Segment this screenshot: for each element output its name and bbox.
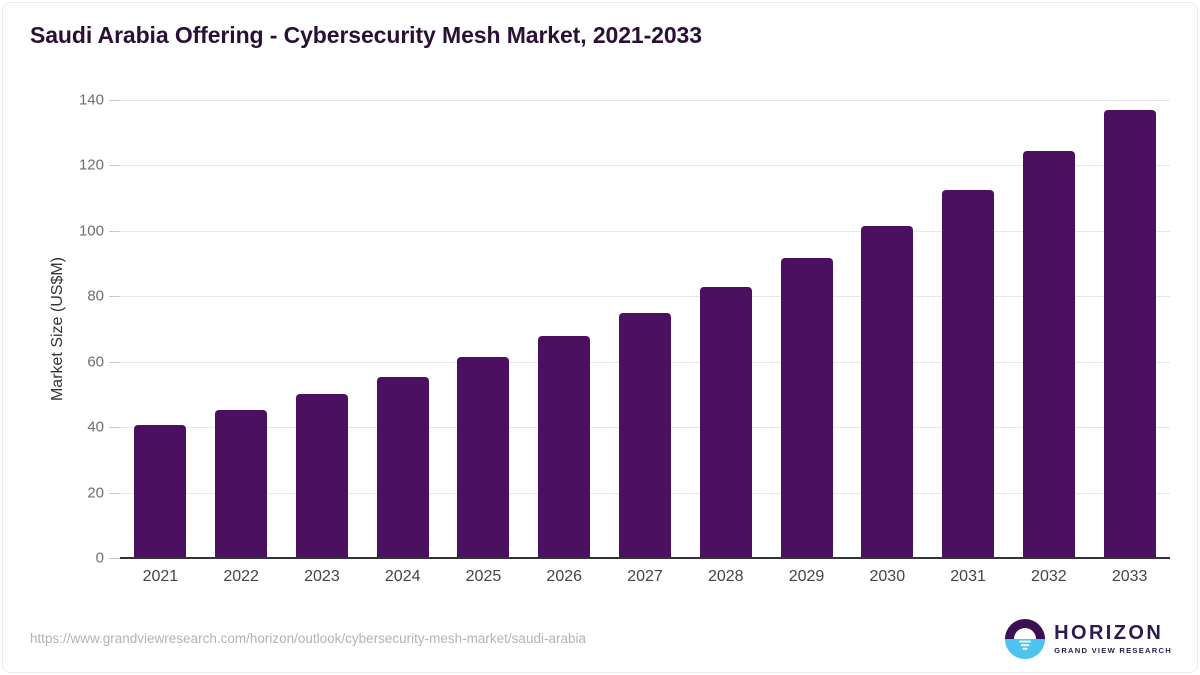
y-axis-tick-label: 80 [87,287,104,305]
bar-slot [847,100,928,558]
y-axis-tick-mark [109,427,120,429]
bar-slot [120,100,201,558]
bar-2023[interactable] [295,394,348,558]
y-axis-tick-mark [109,558,120,559]
gridline [120,165,1170,167]
y-axis-title-label: Market Size (US$M) [49,256,66,402]
x-axis-tick-label: 2021 [142,568,179,585]
bar-2028[interactable] [699,286,752,558]
x-axis-tick-label: 2027 [627,568,663,585]
horizon-logo-icon [1005,619,1046,659]
bar-slot [201,100,282,558]
y-axis-tick-mark [109,492,120,494]
x-axis-tick-label: 2029 [788,568,825,585]
y-axis-tick-label: 140 [78,91,104,109]
x-axis-tick-label: 2031 [950,568,986,585]
bar-2032[interactable] [1022,151,1075,558]
bar-2030[interactable] [861,225,914,558]
y-axis-tick-label: 20 [87,484,104,502]
bar-2024[interactable] [376,377,429,558]
x-axis-tick-label: 2025 [465,568,502,585]
logo-text: HORIZON GRAND VIEW RESEARCH [1054,623,1172,655]
page-title: Saudi Arabia Offering - Cybersecurity Me… [30,22,702,48]
y-axis-tick-mark [109,296,120,298]
y-axis-tick-label: 0 [95,549,104,567]
bar-slot [605,100,686,558]
gridline [120,230,1170,232]
x-axis-tick-label: 2028 [707,568,744,585]
x-axis-tick-label: 2022 [223,568,259,585]
y-axis-tick-label: 100 [78,222,104,240]
bar-slot [1089,100,1170,558]
y-axis-tick-label: 60 [87,353,104,371]
x-axis-line [120,557,1170,559]
y-axis-tick-label: 40 [87,418,104,436]
source-url[interactable]: https://www.grandviewresearch.com/horizo… [30,631,586,646]
x-axis-tick-label: 2026 [546,568,583,585]
x-axis-tick-label: 2023 [304,568,340,585]
bar-2033[interactable] [1103,109,1156,558]
bar-slot [524,100,605,558]
y-axis-tick-mark [109,230,120,232]
bar-2029[interactable] [780,258,833,558]
gridline [120,296,1170,298]
y-axis-tick-mark [109,100,120,101]
horizon-logo: HORIZON GRAND VIEW RESEARCH [1005,618,1172,660]
bar-slot [282,100,363,558]
x-axis-tick-label: 2033 [1111,568,1148,585]
plot-area: 0 20 40 60 80 100 120 140 [79,92,1170,567]
bar-slot [362,100,443,558]
logo-wordmark: HORIZON [1054,622,1164,645]
x-axis-tick-label: 2024 [384,568,421,585]
logo-tagline: GRAND VIEW RESEARCH [1054,646,1172,656]
y-axis-tick-label: 120 [78,156,104,174]
bar-slot [685,100,766,558]
bar-2022[interactable] [215,410,268,558]
bar-2027[interactable] [618,313,671,558]
bar-slot [766,100,847,558]
y-axis-tick-mark [109,165,120,167]
x-axis-tick-label: 2032 [1031,568,1067,585]
bar-2021[interactable] [134,424,187,558]
bar-2025[interactable] [457,357,510,558]
x-axis-tick-label: 2030 [869,568,906,585]
bar-slot [1008,100,1089,558]
bar-slot [928,100,1009,558]
bar-slot [443,100,524,558]
bar-2026[interactable] [538,336,591,558]
y-axis-tick-mark [109,361,120,363]
gridline [120,100,1170,101]
bar-2031[interactable] [942,189,995,558]
